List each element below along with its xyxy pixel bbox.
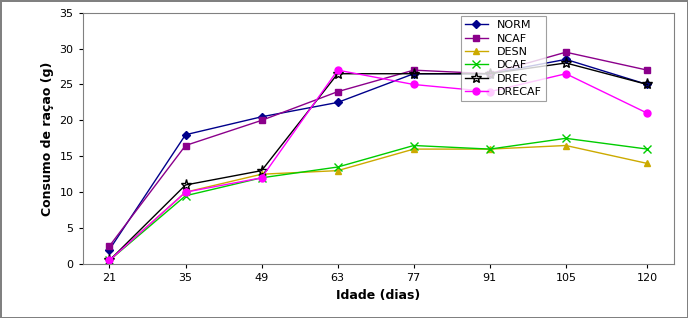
DCAF [334, 165, 342, 169]
DESN [182, 190, 190, 194]
Y-axis label: Consumo de raçao (g): Consumo de raçao (g) [41, 61, 54, 216]
DRECAF [257, 176, 266, 180]
NORM [486, 72, 494, 76]
DRECAF [561, 72, 570, 76]
DCAF [486, 147, 494, 151]
DESN [643, 162, 652, 165]
DCAF [561, 136, 570, 140]
DESN [257, 172, 266, 176]
DREC [257, 169, 266, 173]
X-axis label: Idade (dias): Idade (dias) [336, 288, 420, 301]
DRECAF [334, 68, 342, 72]
DESN [334, 169, 342, 173]
DREC [334, 72, 342, 76]
DREC [409, 72, 418, 76]
NCAF [182, 144, 190, 148]
DRECAF [486, 90, 494, 93]
DREC [643, 83, 652, 86]
NCAF [409, 68, 418, 72]
NORM [643, 83, 652, 86]
DREC [105, 259, 114, 262]
DESN [486, 147, 494, 151]
DCAF [409, 144, 418, 148]
Line: NORM: NORM [107, 57, 650, 252]
NORM [182, 133, 190, 137]
Line: NCAF: NCAF [106, 49, 651, 249]
DRECAF [105, 259, 114, 262]
DCAF [643, 147, 652, 151]
Line: DRECAF: DRECAF [106, 67, 651, 264]
NCAF [105, 244, 114, 248]
DRECAF [409, 83, 418, 86]
NCAF [486, 72, 494, 76]
DESN [105, 259, 114, 262]
NCAF [643, 68, 652, 72]
NORM [257, 115, 266, 119]
DCAF [105, 259, 114, 262]
DREC [182, 183, 190, 187]
NCAF [561, 50, 570, 54]
Line: DESN: DESN [106, 142, 651, 264]
DCAF [257, 176, 266, 180]
Line: DREC: DREC [104, 58, 653, 266]
NORM [409, 72, 418, 76]
DRECAF [182, 190, 190, 194]
DREC [486, 72, 494, 76]
NORM [105, 248, 114, 252]
NORM [334, 100, 342, 104]
NCAF [257, 119, 266, 122]
DESN [561, 144, 570, 148]
Legend: NORM, NCAF, DESN, DCAF, DREC, DRECAF: NORM, NCAF, DESN, DCAF, DREC, DRECAF [461, 16, 546, 101]
DRECAF [643, 111, 652, 115]
NCAF [334, 90, 342, 93]
DCAF [182, 194, 190, 198]
NORM [561, 58, 570, 61]
Line: DCAF: DCAF [105, 134, 652, 265]
DREC [561, 61, 570, 65]
DESN [409, 147, 418, 151]
